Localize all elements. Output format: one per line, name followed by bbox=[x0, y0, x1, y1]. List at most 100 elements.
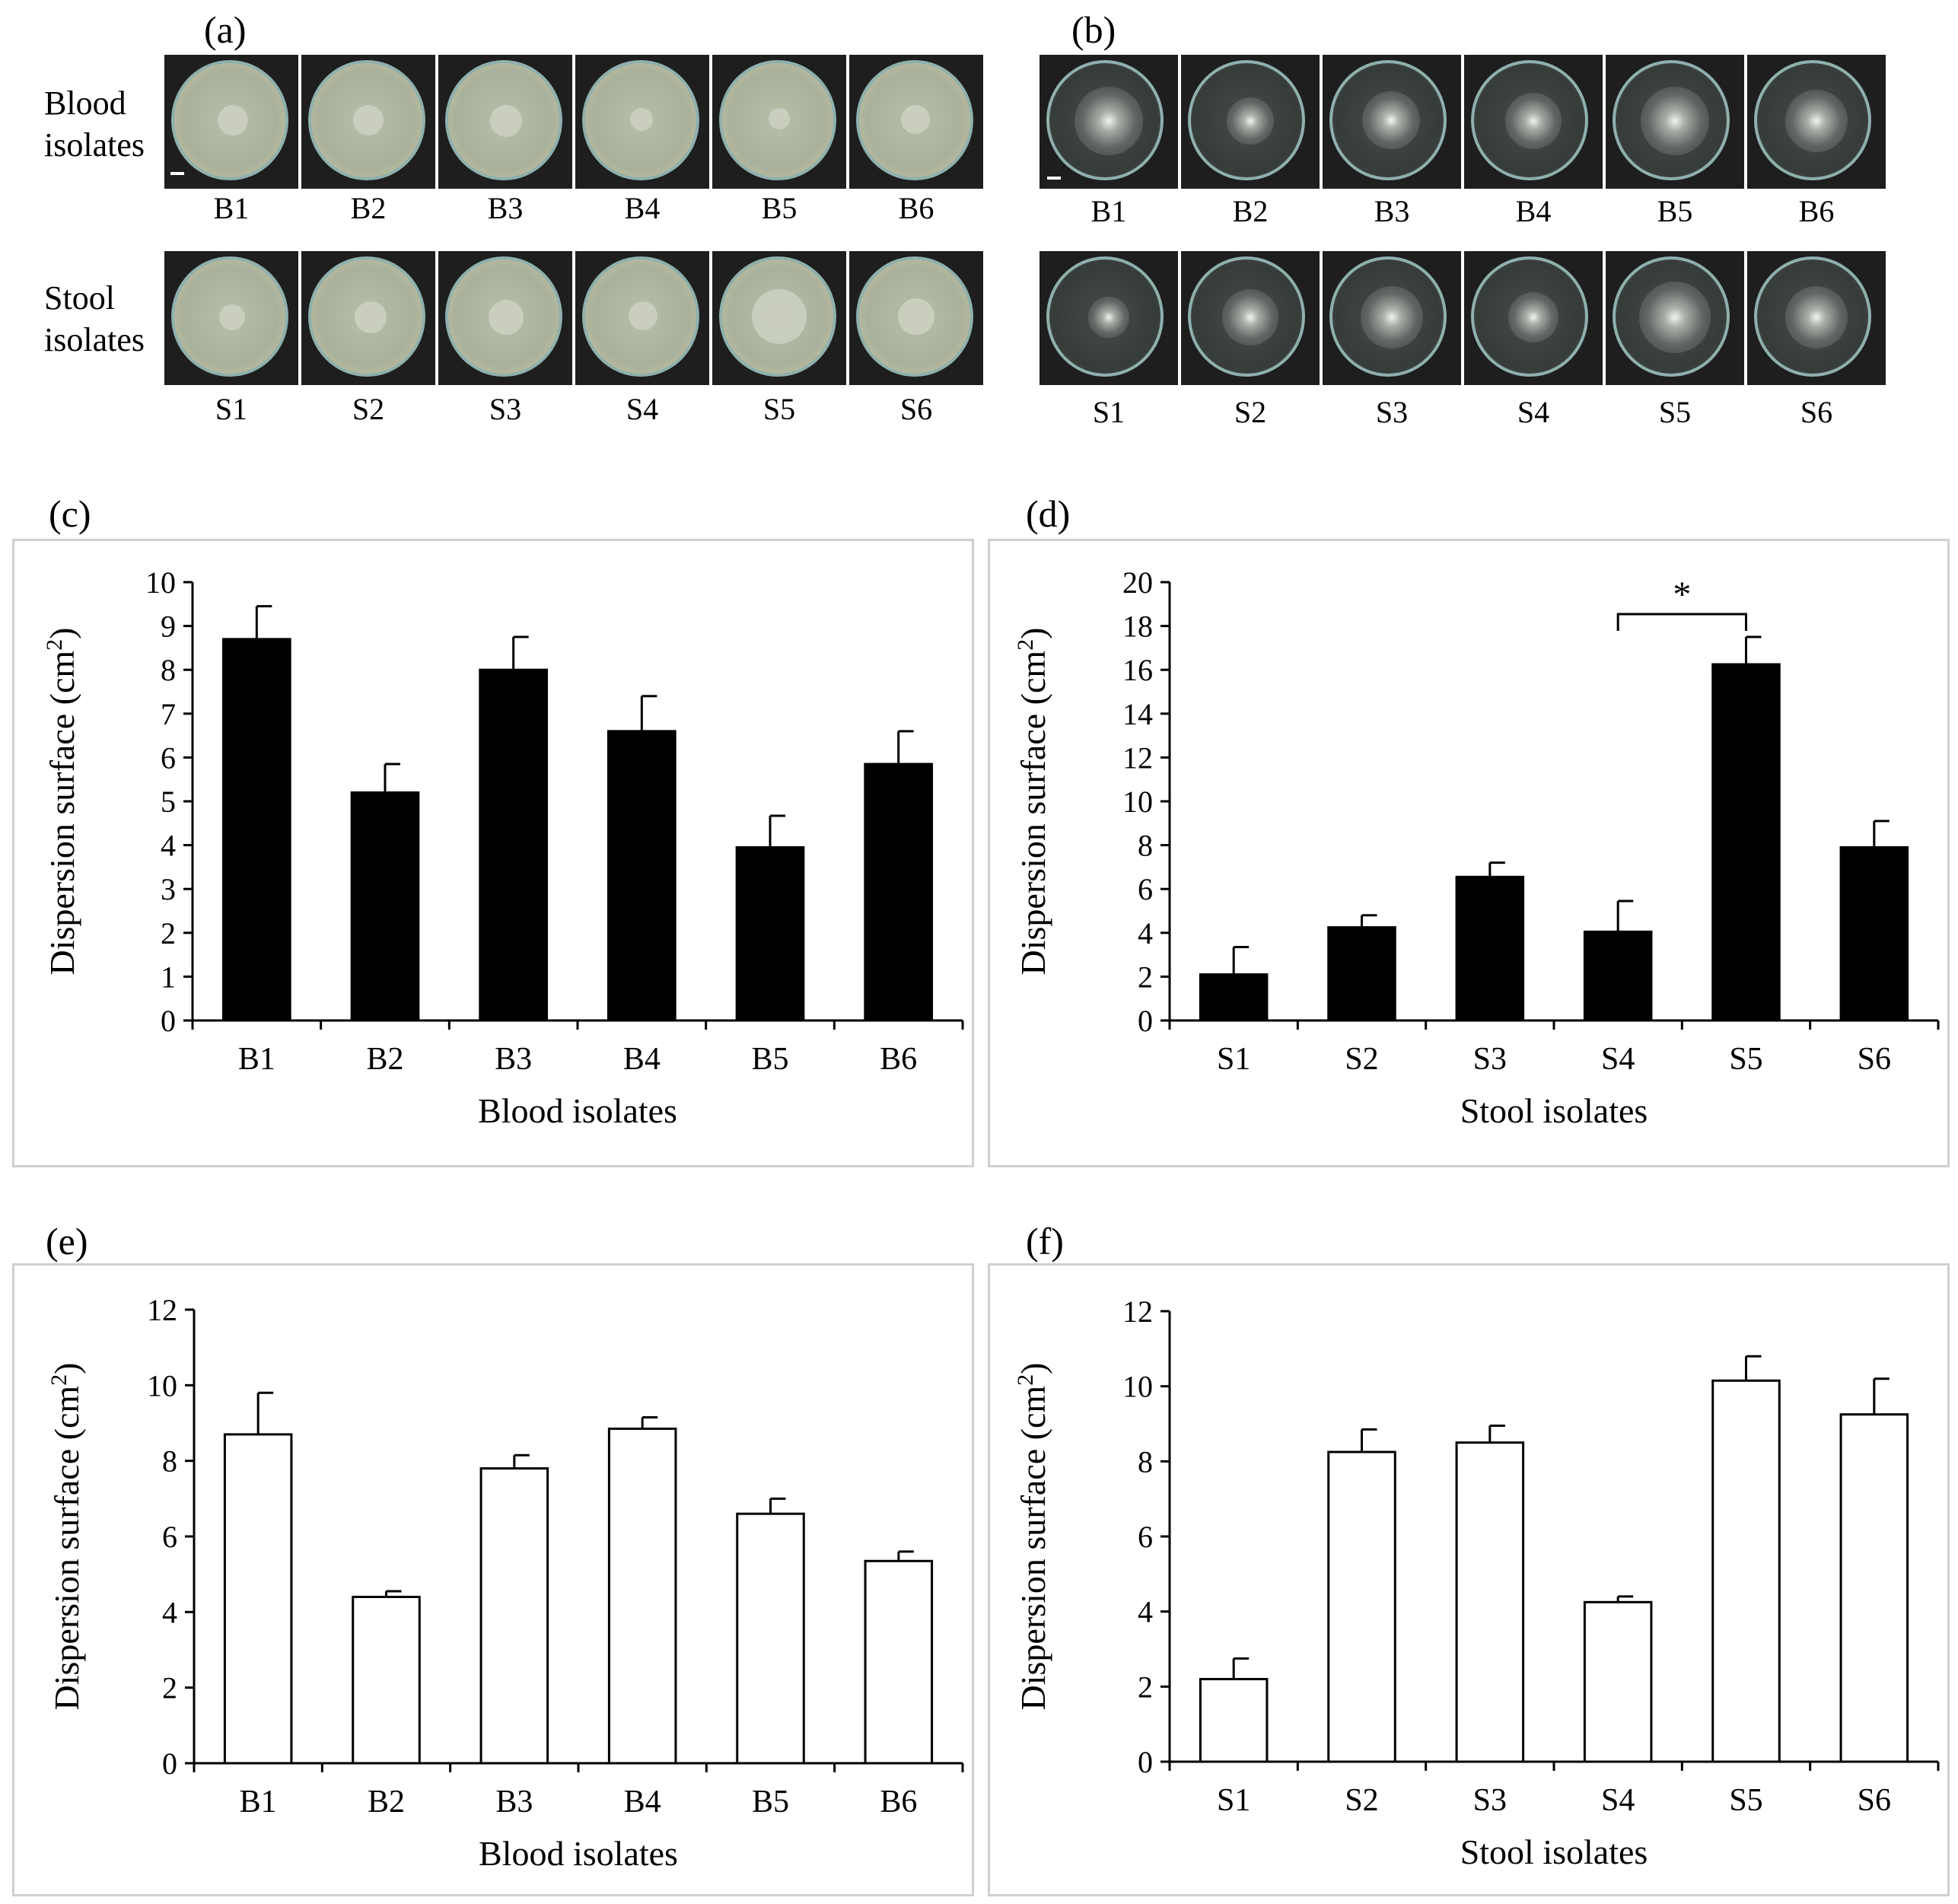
bar-B5 bbox=[736, 1512, 805, 1765]
y-tick-label: 3 bbox=[161, 872, 176, 906]
photo-strip-b-bottom bbox=[1039, 251, 1886, 385]
x-tick-label-B4: B4 bbox=[623, 1042, 661, 1077]
y-tick-label: 10 bbox=[145, 565, 176, 600]
plate-photo bbox=[1464, 55, 1603, 189]
chart-e: 0 2 4 6 8 10 12 B1 B2 B3 B4 B5 B6 Blood isolates Dispe… bbox=[46, 1293, 964, 1873]
photo-labels-b-top: B1 B2 B3 B4 B5 B6 bbox=[1039, 193, 1886, 229]
bar-B3 bbox=[479, 1467, 549, 1765]
chart-frame-e: 0 2 4 6 8 10 12 B1 B2 B3 B4 B5 B6 Blood isolates Dispe… bbox=[12, 1263, 974, 1896]
bar-S5 bbox=[1711, 663, 1781, 1022]
plate-photo bbox=[438, 251, 572, 385]
plate-label: S4 bbox=[626, 392, 659, 426]
plate-photo bbox=[1464, 251, 1603, 385]
x-tick-label-S4: S4 bbox=[1601, 1783, 1635, 1818]
y-tick-label: 8 bbox=[161, 653, 176, 687]
plate-label: S5 bbox=[763, 392, 796, 426]
plate-label: B2 bbox=[1232, 194, 1269, 228]
y-tick-label: 20 bbox=[1122, 565, 1153, 600]
chart-frame-c: 0 1 2 3 4 5 6 7 8 9 10 B1 B2 B3 B4 B5 B6 Blood isolates Di… bbox=[12, 539, 974, 1167]
plate-label: B4 bbox=[1515, 194, 1552, 228]
panel-label-c: (c) bbox=[49, 492, 91, 535]
x-tick-label-S3: S3 bbox=[1473, 1783, 1507, 1818]
y-axis-label: Dispersion surface (cm2) bbox=[1013, 628, 1052, 976]
significance-label: * bbox=[1673, 575, 1691, 615]
panel-label-b: (b) bbox=[1071, 8, 1116, 51]
bar-B1 bbox=[223, 1433, 293, 1765]
y-tick-label: 8 bbox=[1138, 829, 1153, 863]
photo-labels-a-top: B1 B2 B3 B4 B5 B6 bbox=[164, 190, 983, 226]
panel-label-f: (f) bbox=[1026, 1220, 1064, 1262]
row-label-blood: Blood isolates bbox=[44, 82, 145, 166]
row-label-blood-line2: isolates bbox=[44, 126, 145, 164]
plate-label: S6 bbox=[1800, 395, 1833, 429]
chart-frame-f: 0 2 4 6 8 10 12 S1 S2 S3 S4 S5 S6 Stool isolates Dispe… bbox=[988, 1263, 1950, 1896]
y-tick-label: 0 bbox=[161, 1004, 176, 1038]
y-tick-label: 10 bbox=[1122, 1370, 1153, 1404]
y-tick-label: 9 bbox=[161, 610, 176, 644]
x-tick-label-B5: B5 bbox=[751, 1042, 788, 1077]
x-tick-label-S4: S4 bbox=[1601, 1042, 1635, 1077]
row-label-stool-line2: isolates bbox=[44, 321, 145, 358]
photo-strip-a-bottom bbox=[164, 251, 983, 385]
scale-bar bbox=[1047, 177, 1061, 180]
chart-frame-d: 0 2 4 6 8 10 12 14 16 18 20 S1 S2 S3 S4 S5 S6 Stool isola… bbox=[988, 539, 1950, 1167]
y-axis-label: Dispersion surface (cm2) bbox=[1013, 1363, 1052, 1711]
plate-photo bbox=[1181, 251, 1320, 385]
x-axis-label: Blood isolates bbox=[479, 1834, 678, 1873]
y-tick-label: 10 bbox=[1122, 785, 1153, 819]
y-tick-label: 4 bbox=[161, 829, 176, 863]
plate-photo bbox=[849, 55, 983, 189]
x-tick-label-B6: B6 bbox=[880, 1785, 917, 1820]
x-tick-label-S2: S2 bbox=[1345, 1042, 1378, 1077]
x-tick-label-S6: S6 bbox=[1858, 1783, 1891, 1818]
y-tick-label: 6 bbox=[162, 1520, 177, 1554]
y-tick-label: 18 bbox=[1122, 610, 1153, 644]
x-tick-label-B4: B4 bbox=[624, 1785, 661, 1820]
plate-label: S2 bbox=[352, 392, 385, 426]
bar-B6 bbox=[864, 763, 934, 1022]
x-axis-label: Stool isolates bbox=[1460, 1091, 1648, 1130]
plate-photo bbox=[1747, 55, 1886, 189]
bar-B5 bbox=[735, 845, 805, 1022]
photo-labels-a-bottom: S1 S2 S3 S4 S5 S6 bbox=[164, 391, 983, 427]
bar-B2 bbox=[352, 1595, 421, 1765]
plate-label: S5 bbox=[1658, 395, 1692, 429]
y-tick-label: 4 bbox=[1138, 916, 1153, 950]
bar-S6 bbox=[1839, 845, 1909, 1022]
x-tick-label-S5: S5 bbox=[1729, 1042, 1762, 1077]
plate-label: S3 bbox=[1375, 395, 1409, 429]
y-tick-label: 8 bbox=[162, 1444, 177, 1479]
y-tick-label: 2 bbox=[1138, 960, 1153, 994]
row-label-stool: Stool isolates bbox=[44, 277, 145, 361]
bar-B4 bbox=[607, 730, 677, 1022]
bar-S2 bbox=[1327, 1450, 1396, 1763]
plate-label: B3 bbox=[1374, 194, 1410, 228]
x-tick-label-B5: B5 bbox=[752, 1785, 789, 1820]
plate-photo bbox=[849, 251, 983, 385]
plate-photo bbox=[1747, 251, 1886, 385]
x-tick-label-B6: B6 bbox=[880, 1042, 917, 1077]
y-tick-label: 16 bbox=[1122, 653, 1153, 687]
y-tick-label: 12 bbox=[1122, 740, 1153, 775]
plate-label: B1 bbox=[213, 191, 250, 225]
x-tick-label-S3: S3 bbox=[1473, 1042, 1507, 1077]
y-tick-label: 7 bbox=[161, 697, 176, 731]
bar-S5 bbox=[1711, 1379, 1781, 1763]
bar-B2 bbox=[350, 791, 420, 1022]
y-tick-label: 8 bbox=[1138, 1444, 1153, 1479]
x-tick-label-S1: S1 bbox=[1217, 1783, 1250, 1818]
y-tick-label: 2 bbox=[1138, 1670, 1153, 1704]
panel-label-d: (d) bbox=[1026, 492, 1071, 535]
y-tick-label: 0 bbox=[162, 1746, 177, 1781]
photo-strip-b-top bbox=[1039, 55, 1886, 189]
plate-photo bbox=[438, 55, 572, 189]
y-tick-label: 12 bbox=[1122, 1294, 1153, 1329]
plate-photo bbox=[1606, 251, 1744, 385]
y-tick-label: 14 bbox=[1122, 697, 1153, 731]
x-tick-label-B1: B1 bbox=[240, 1785, 277, 1820]
plate-photo bbox=[1039, 251, 1178, 385]
photo-labels-b-bottom: S1 S2 S3 S4 S5 S6 bbox=[1039, 394, 1886, 430]
x-tick-label-B3: B3 bbox=[495, 1785, 533, 1820]
plate-photo bbox=[1181, 55, 1320, 189]
x-tick-label-B1: B1 bbox=[238, 1042, 275, 1077]
